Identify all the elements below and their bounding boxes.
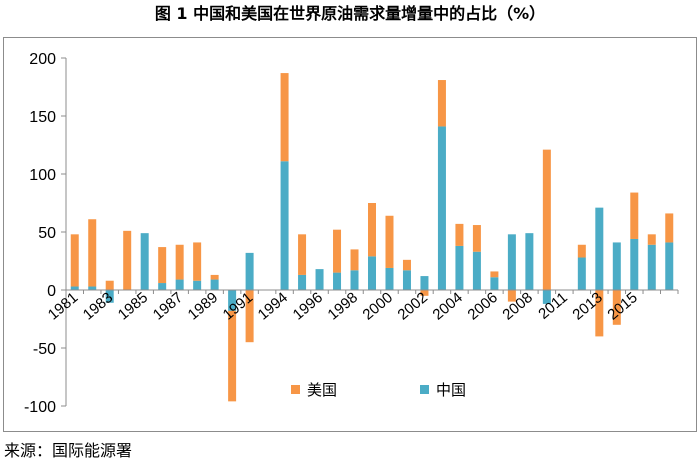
- bar-1987-china: [175, 279, 184, 290]
- bar-1989-china: [210, 279, 219, 290]
- bar-2015-china: [665, 242, 674, 290]
- bar-1982-usa: [88, 219, 97, 287]
- bar-2003-usa: [455, 223, 464, 246]
- bar-1982-china: [88, 286, 97, 290]
- bar-1993-china: [280, 161, 289, 290]
- bar-2002-china: [437, 126, 446, 290]
- x-tick-label: 2000: [360, 289, 396, 323]
- bar-1994-usa: [298, 234, 307, 275]
- x-tick-label: 2015: [604, 289, 640, 323]
- bar-2004-china: [472, 251, 481, 290]
- bar-2013-usa: [630, 192, 639, 239]
- bar-1986-usa: [158, 247, 167, 284]
- bar-2000-china: [402, 270, 411, 290]
- bar-1996-china: [333, 272, 342, 290]
- bar-2014-china: [647, 244, 656, 290]
- y-tick-label: 50: [38, 225, 56, 242]
- x-tick-label: 1994: [255, 289, 291, 323]
- bar-2004-usa: [472, 225, 481, 252]
- x-tick-label: 1985: [115, 289, 151, 323]
- bar-2006-usa: [507, 290, 516, 302]
- bar-1998-china: [368, 256, 376, 290]
- y-tick-label: 100: [29, 167, 56, 184]
- x-tick-label: 1998: [325, 289, 361, 323]
- bar-2010-china: [577, 257, 586, 290]
- bar-1996-usa: [333, 229, 342, 273]
- bar-1998-usa: [368, 203, 376, 257]
- bar-1991-usa: [245, 290, 254, 343]
- bar-2003-china: [455, 245, 464, 290]
- bar-1986-china: [158, 283, 167, 290]
- bar-1984-usa: [123, 230, 132, 290]
- bar-2008-usa: [542, 149, 551, 290]
- bar-1989-usa: [210, 274, 219, 280]
- legend-usa-swatch: [291, 385, 300, 394]
- bar-2008-china: [542, 290, 551, 304]
- x-tick-label: 2011: [535, 289, 571, 323]
- bar-2006-china: [507, 234, 516, 290]
- bar-1999-usa: [385, 215, 394, 268]
- x-tick-label: 1996: [290, 289, 326, 323]
- x-tick-label: 2006: [464, 289, 500, 323]
- bar-1983-china: [105, 290, 114, 303]
- y-tick-label: 0: [47, 283, 56, 300]
- bar-1990-china: [228, 290, 237, 311]
- bar-2013-china: [630, 238, 639, 290]
- bar-2001-usa: [420, 290, 429, 296]
- legend-usa-label: 美国: [307, 381, 337, 399]
- bar-2011-china: [595, 207, 604, 290]
- bar-2007-china: [525, 233, 534, 290]
- bar-1981-usa: [70, 234, 79, 287]
- bar-1993-usa: [280, 73, 289, 162]
- bar-1997-china: [350, 270, 359, 290]
- bar-2010-usa: [577, 244, 586, 258]
- bar-1994-china: [298, 274, 307, 290]
- bar-2002-usa: [437, 80, 446, 127]
- chart-title: 图 1 中国和美国在世界原油需求量增量中的占比（%）: [154, 4, 546, 23]
- bar-2011-usa: [595, 290, 604, 337]
- bar-1981-china: [70, 286, 79, 290]
- legend-china-swatch: [420, 385, 429, 394]
- bar-2000-usa: [402, 259, 411, 271]
- bar-2005-usa: [490, 271, 499, 278]
- bar-1997-usa: [350, 249, 359, 271]
- bar-1988-china: [193, 280, 202, 290]
- y-tick-label: -50: [33, 341, 56, 358]
- x-tick-label: 1987: [150, 289, 186, 323]
- source-note: 来源：国际能源署: [4, 441, 133, 460]
- bar-2012-china: [612, 242, 621, 290]
- bar-1990-usa: [228, 310, 237, 402]
- bar-1983-usa: [105, 280, 114, 290]
- bar-2015-usa: [665, 213, 674, 243]
- bar-1987-usa: [175, 244, 184, 280]
- x-tick-label: 1989: [185, 289, 221, 323]
- bar-1991-china: [245, 252, 254, 290]
- bar-2001-china: [420, 276, 429, 290]
- bar-2014-usa: [647, 234, 656, 245]
- chart-plot: -100-50050100150200198119831985198719891…: [24, 51, 679, 416]
- bar-1995-china: [315, 269, 324, 290]
- x-tick-label: 2008: [499, 289, 535, 323]
- bar-1985-china: [140, 233, 149, 290]
- y-tick-label: -100: [24, 399, 56, 416]
- bar-1999-china: [385, 267, 394, 290]
- bar-1988-usa: [193, 242, 202, 281]
- y-tick-label: 150: [29, 109, 56, 126]
- bar-2012-usa: [612, 290, 621, 325]
- x-tick-label: 2004: [430, 289, 466, 323]
- bar-2005-china: [490, 277, 499, 290]
- chart-frame: -100 -50 0 50 100 150 200 1981 1983 1985 1987 1989 1…: [3, 37, 697, 432]
- legend-china-label: 中国: [436, 381, 466, 399]
- y-tick-label: 200: [29, 51, 56, 68]
